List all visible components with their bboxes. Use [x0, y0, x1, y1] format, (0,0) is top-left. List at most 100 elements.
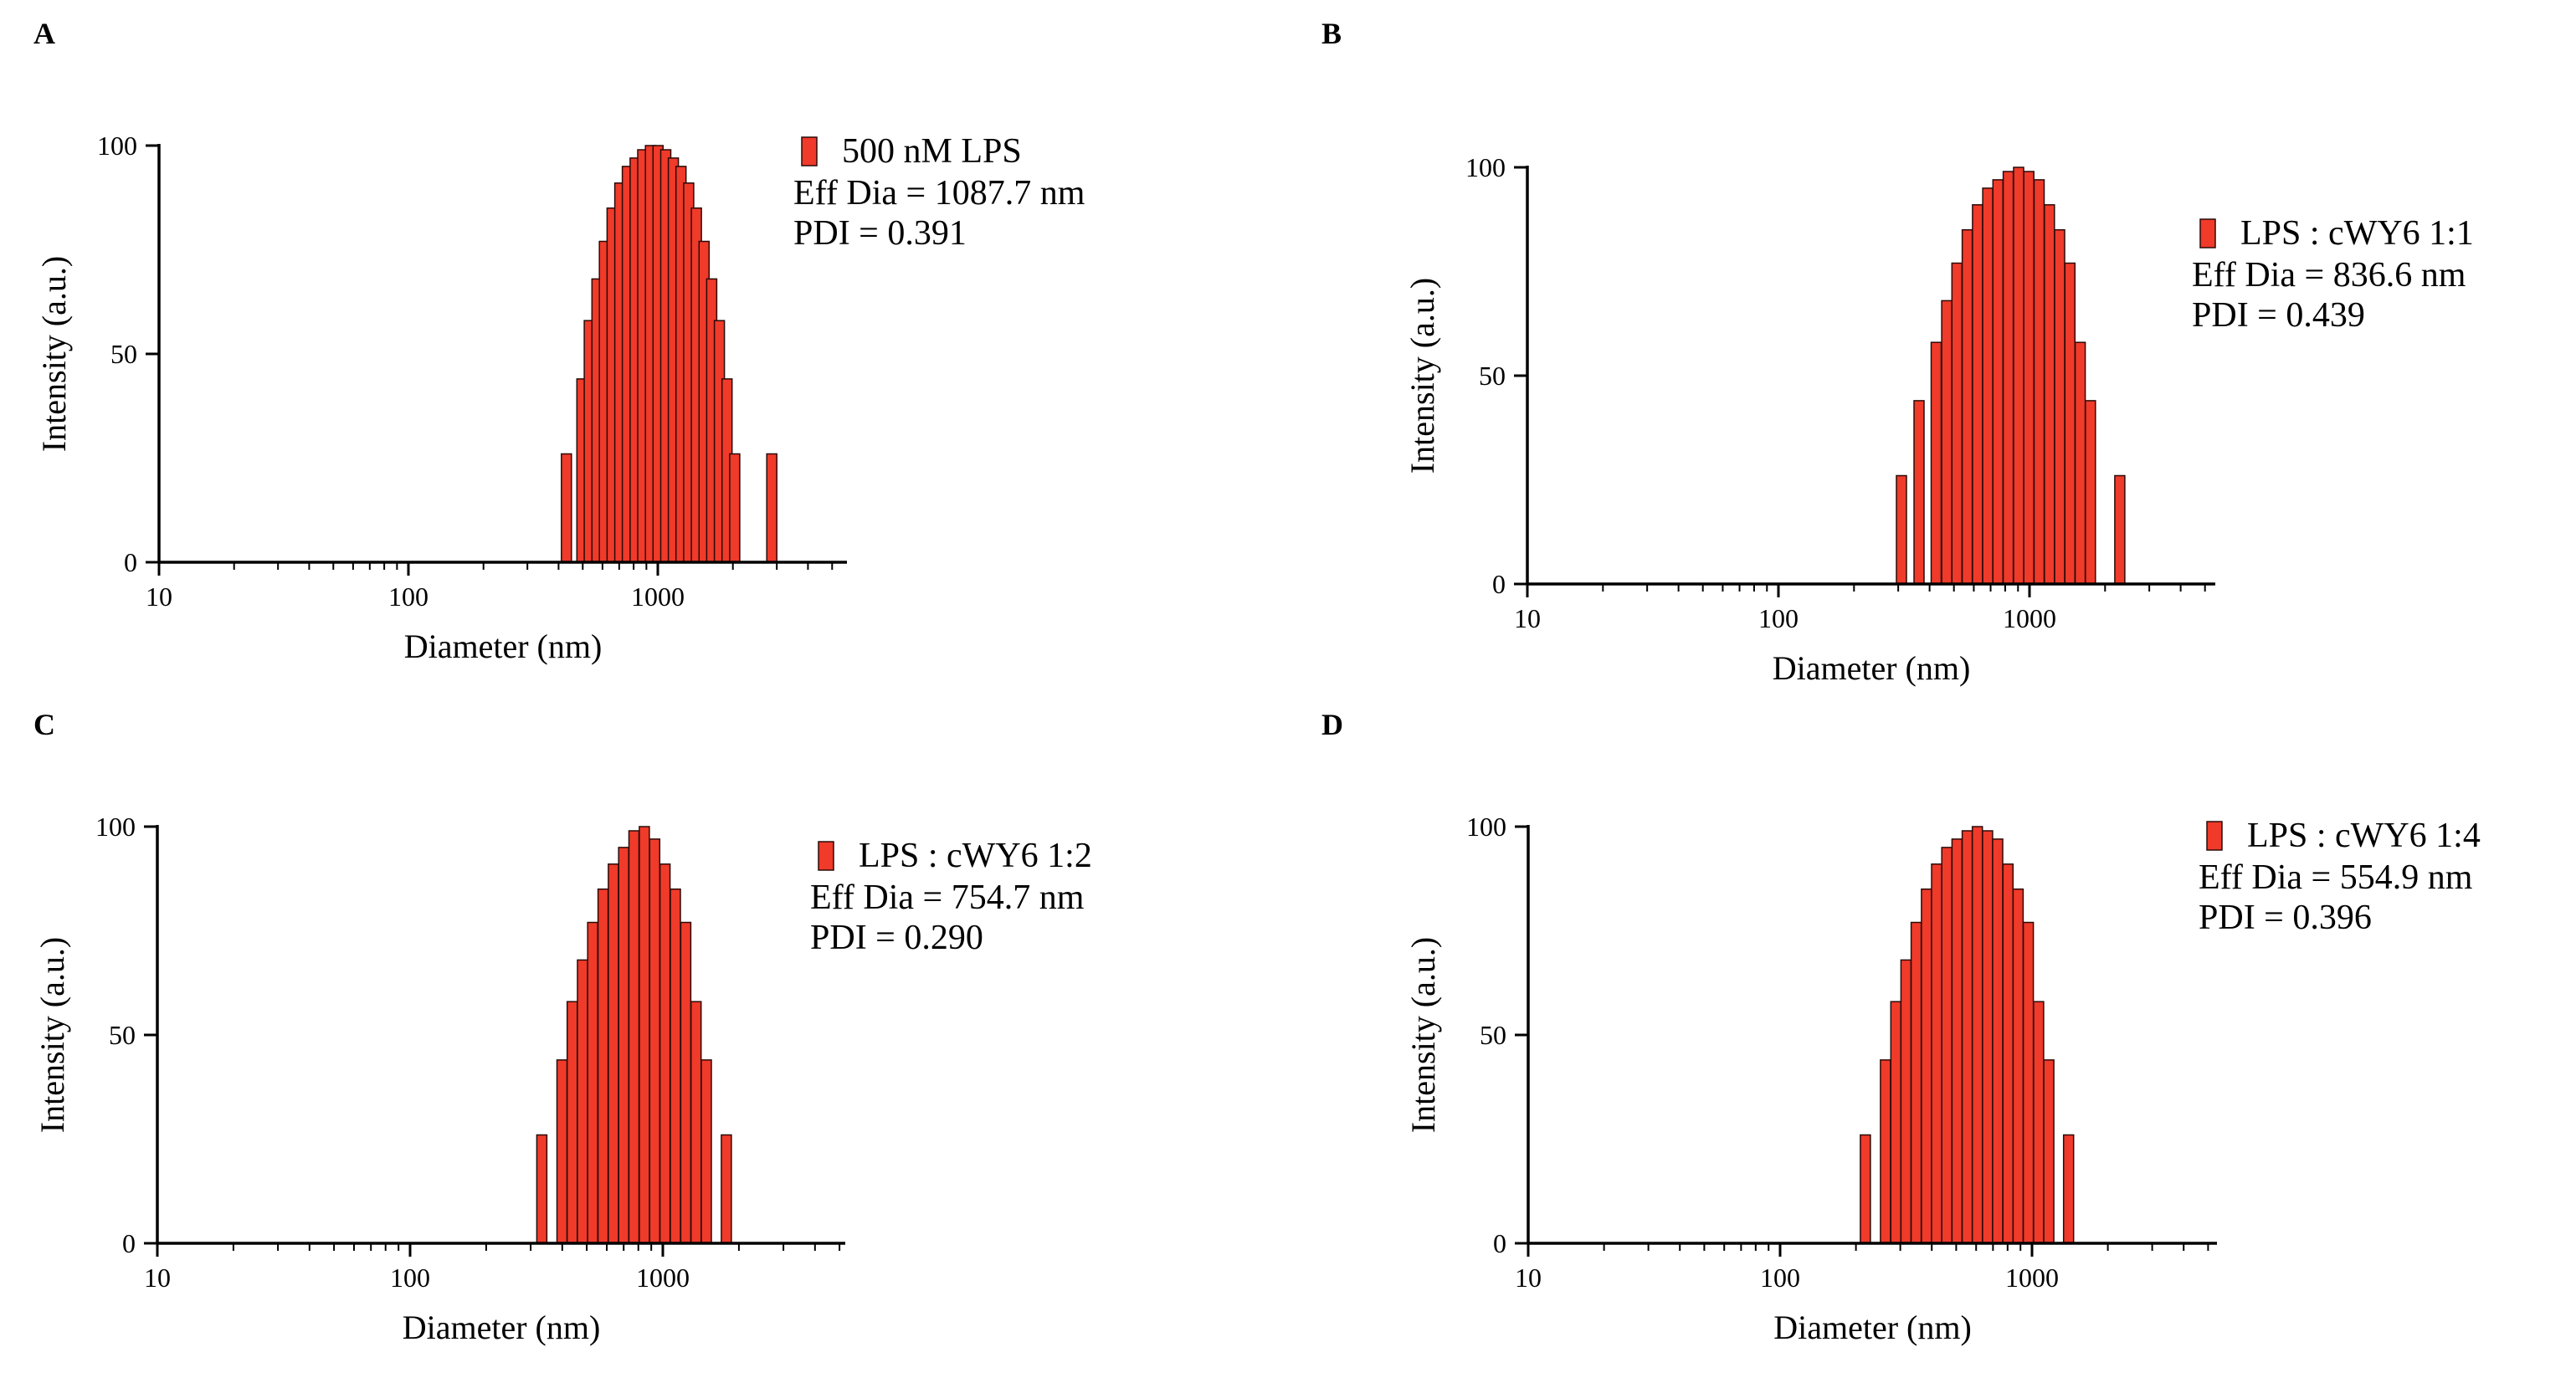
bar-b-5 — [1961, 228, 1973, 585]
eff-dia-annotation-b: Eff Dia = 836.6 nm — [2192, 256, 2466, 295]
y-tick-label-a: 0 — [124, 547, 137, 577]
bar-c-14 — [690, 1001, 702, 1244]
bar-d-13 — [2002, 863, 2014, 1244]
bar-d-8 — [1951, 838, 1963, 1244]
eff-dia-annotation-d: Eff Dia = 554.9 nm — [2199, 858, 2473, 897]
legend-swatch-a — [801, 136, 818, 166]
y-axis-title-d: Intensity (a.u.) — [1404, 937, 1442, 1133]
bar-c-5 — [597, 888, 609, 1244]
bar-b-10 — [2013, 166, 2024, 585]
y-tick-label-b: 100 — [1465, 152, 1506, 182]
x-tick-label-c: 10 — [144, 1263, 171, 1293]
bar-b-13 — [2044, 204, 2055, 585]
y-tick-label-a: 100 — [97, 131, 137, 161]
bar-b-6 — [1972, 204, 1983, 585]
y-tick-label-d: 50 — [1480, 1020, 1506, 1050]
x-tick-label-b: 100 — [1758, 603, 1799, 633]
x-tick-label-a: 1000 — [631, 581, 685, 612]
y-axis-title-b: Intensity (a.u.) — [1403, 278, 1441, 474]
bar-b-18 — [2114, 474, 2126, 585]
bar-c-10 — [649, 838, 661, 1244]
pdi-annotation-b: PDI = 0.439 — [2192, 296, 2365, 335]
bar-c-12 — [670, 888, 681, 1244]
bar-d-15 — [2022, 921, 2035, 1244]
panel-c: C 10 100 1000 0 50 100 Diameter (nm) Intensity (… — [0, 691, 1288, 1382]
bar-a-21 — [729, 453, 741, 563]
x-axis-title-b: Diameter (nm) — [1773, 649, 1971, 687]
legend-label-b: LPS : cWY6 1:1 — [2240, 214, 2474, 253]
bar-b-2 — [1930, 341, 1942, 585]
y-tick-label-c: 100 — [95, 812, 136, 842]
bar-d-2 — [1890, 1001, 1902, 1244]
bar-d-7 — [1941, 847, 1953, 1244]
bar-d-14 — [2012, 888, 2024, 1244]
x-tick-label-d: 1000 — [2005, 1263, 2059, 1293]
panel-letter-a: A — [33, 17, 55, 50]
bar-d-9 — [1961, 830, 1973, 1244]
panel-a: A 10 100 1000 0 50 100 Diameter (nm) Intensity (… — [0, 0, 1288, 691]
chart-a-svg: A 10 100 1000 0 50 100 Diameter (nm) Intensity (… — [33, 17, 1085, 665]
panel-letter-d: D — [1321, 708, 1343, 741]
y-tick-label-b: 0 — [1492, 569, 1506, 599]
bar-c-8 — [628, 830, 640, 1244]
bar-d-3 — [1900, 959, 1912, 1244]
panel-d: D 10 100 1000 0 50 100 Diameter (nm) Intensity (… — [1288, 691, 2576, 1382]
bar-d-5 — [1921, 888, 1932, 1244]
pdi-annotation-a: PDI = 0.391 — [793, 214, 967, 253]
bar-b-3 — [1941, 300, 1953, 585]
bar-c-7 — [618, 847, 629, 1244]
bar-d-16 — [2033, 1001, 2045, 1244]
bar-c-15 — [700, 1059, 712, 1244]
bar-d-10 — [1971, 826, 1983, 1244]
bar-c-13 — [680, 921, 692, 1244]
x-tick-label-d: 100 — [1760, 1263, 1800, 1293]
bar-c-11 — [659, 863, 671, 1244]
y-axis-title-a: Intensity (a.u.) — [35, 256, 73, 452]
bar-a-0 — [561, 453, 572, 563]
chart-b-svg: B 10 100 1000 0 50 100 Diameter (nm) Intensity (… — [1321, 17, 2474, 687]
x-axis-title-c: Diameter (nm) — [403, 1309, 601, 1346]
legend-swatch-b — [2199, 218, 2216, 248]
y-tick-label-c: 50 — [109, 1020, 136, 1050]
y-tick-label-a: 50 — [110, 339, 137, 369]
bar-d-1 — [1880, 1059, 1891, 1244]
bar-c-1 — [556, 1059, 568, 1244]
bar-b-16 — [2074, 341, 2086, 585]
x-tick-label-b: 1000 — [2003, 603, 2056, 633]
panel-b: B 10 100 1000 0 50 100 Diameter (nm) Intensity (… — [1288, 0, 2576, 691]
x-tick-label-a: 100 — [388, 581, 428, 612]
y-tick-label-d: 100 — [1466, 812, 1506, 842]
bar-b-15 — [2064, 262, 2076, 585]
bar-c-0 — [536, 1134, 548, 1244]
pdi-annotation-d: PDI = 0.396 — [2199, 899, 2372, 937]
x-tick-label-c: 1000 — [636, 1263, 690, 1293]
x-axis-title-a: Diameter (nm) — [404, 627, 603, 665]
bar-c-9 — [639, 826, 650, 1244]
chart-d-svg: D 10 100 1000 0 50 100 Diameter (nm) Intensity (… — [1321, 708, 2481, 1346]
pdi-annotation-c: PDI = 0.290 — [810, 919, 983, 957]
bar-d-4 — [1910, 921, 1922, 1244]
legend-swatch-d — [2206, 821, 2223, 851]
bar-b-17 — [2085, 400, 2096, 585]
chart-c-svg: C 10 100 1000 0 50 100 Diameter (nm) Intensity (… — [33, 708, 1092, 1346]
x-tick-label-c: 100 — [390, 1263, 430, 1293]
bar-b-1 — [1913, 400, 1925, 585]
bar-d-18 — [2062, 1134, 2075, 1244]
bar-b-11 — [2023, 171, 2035, 585]
legend-label-c: LPS : cWY6 1:2 — [859, 837, 1092, 875]
bar-c-16 — [721, 1134, 732, 1244]
y-tick-label-c: 0 — [122, 1228, 136, 1258]
legend-label-d: LPS : cWY6 1:4 — [2247, 817, 2481, 855]
bar-b-7 — [1982, 187, 1994, 585]
bar-b-8 — [1992, 179, 2004, 585]
bar-c-6 — [608, 863, 619, 1244]
panel-letter-c: C — [33, 708, 55, 741]
bar-d-11 — [1982, 830, 1994, 1244]
eff-dia-annotation-a: Eff Dia = 1087.7 nm — [793, 174, 1085, 213]
x-tick-label-b: 10 — [1514, 603, 1541, 633]
bar-d-12 — [1992, 838, 2004, 1244]
bar-c-3 — [577, 959, 588, 1244]
panel-letter-b: B — [1321, 17, 1342, 50]
x-tick-label-d: 10 — [1515, 1263, 1542, 1293]
bar-d-0 — [1860, 1134, 1871, 1244]
